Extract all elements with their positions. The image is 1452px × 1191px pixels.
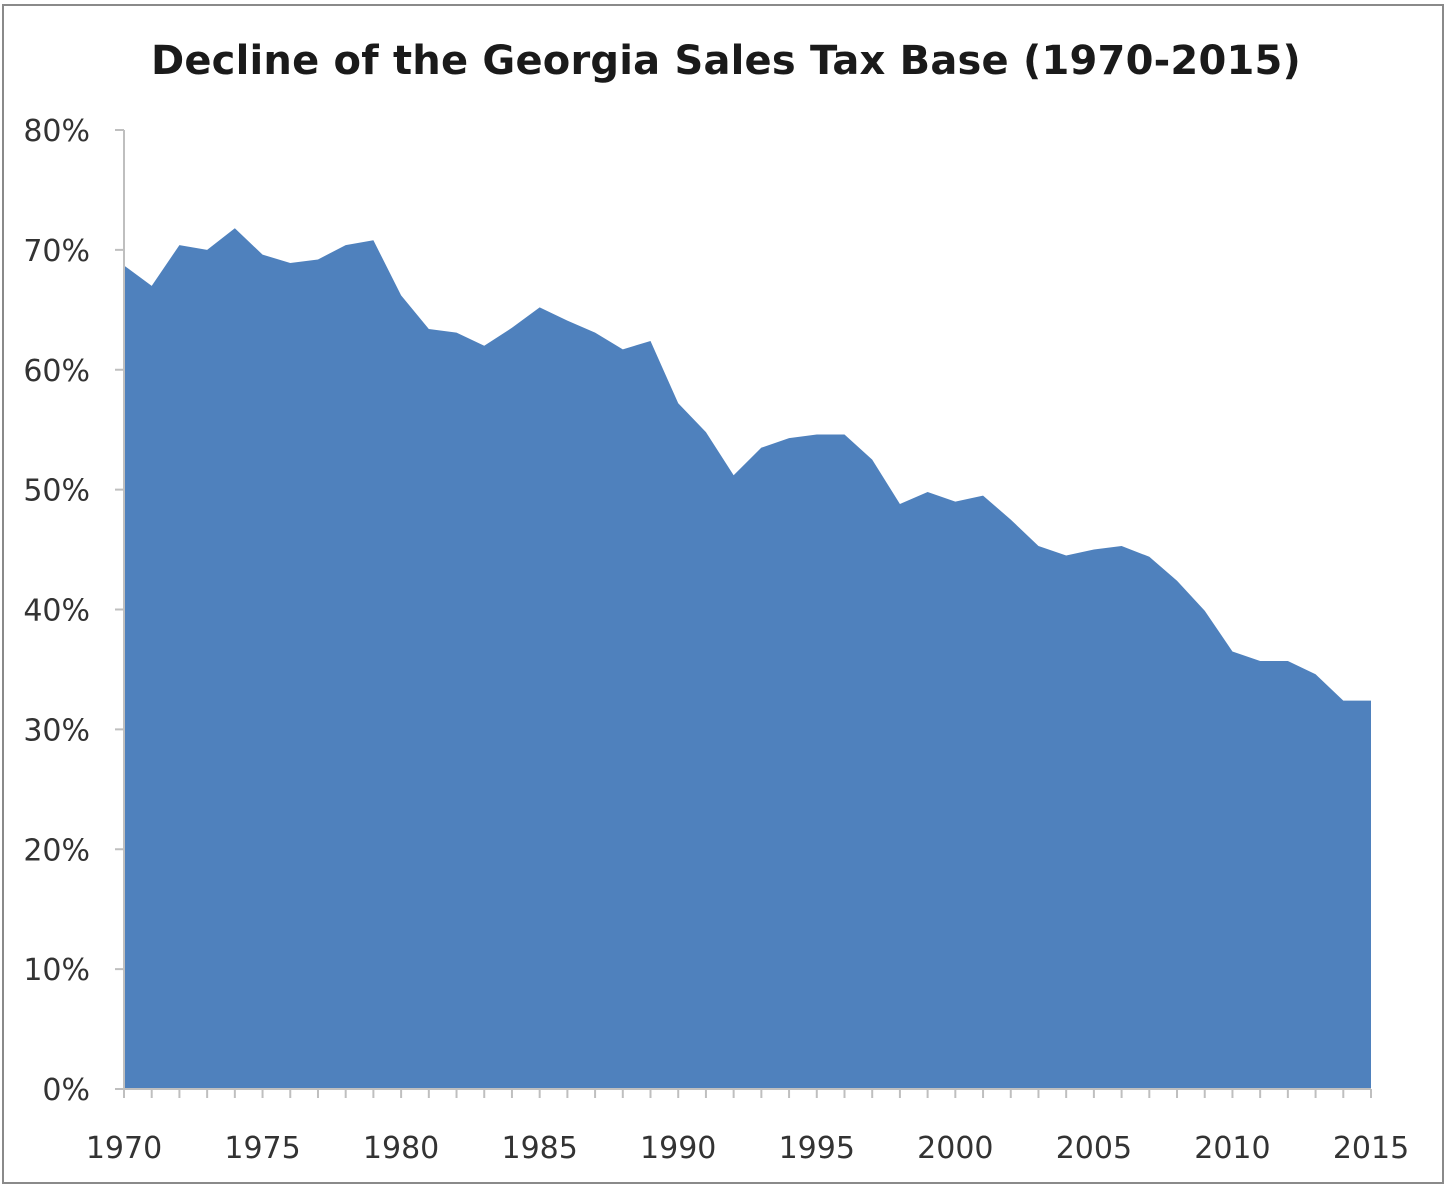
x-tick-label-1995: 1995	[779, 1131, 855, 1166]
x-tick-label-2000: 2000	[917, 1131, 993, 1166]
y-tick-label-20: 20%	[23, 833, 90, 868]
x-tick-label-1970: 1970	[86, 1131, 162, 1166]
y-tick-label-0: 0%	[42, 1073, 90, 1108]
y-tick-label-40: 40%	[23, 594, 90, 629]
x-tick-label-1990: 1990	[640, 1131, 716, 1166]
y-tick-label-50: 50%	[23, 474, 90, 509]
x-tick-label-2005: 2005	[1056, 1131, 1132, 1166]
y-tick-label-10: 10%	[23, 953, 90, 988]
x-tick-label-2015: 2015	[1333, 1131, 1409, 1166]
x-tick-label-1975: 1975	[224, 1131, 300, 1166]
y-tick-label-70: 70%	[23, 234, 90, 269]
x-tick-label-2010: 2010	[1194, 1131, 1270, 1166]
y-tick-label-30: 30%	[23, 713, 90, 748]
x-tick-label-1985: 1985	[501, 1131, 577, 1166]
y-tick-label-80: 80%	[23, 114, 90, 149]
area-series	[124, 228, 1371, 1090]
chart-title: Decline of the Georgia Sales Tax Base (1…	[150, 38, 1302, 84]
x-tick-label-1980: 1980	[363, 1131, 439, 1166]
y-tick-label-60: 60%	[23, 354, 90, 389]
